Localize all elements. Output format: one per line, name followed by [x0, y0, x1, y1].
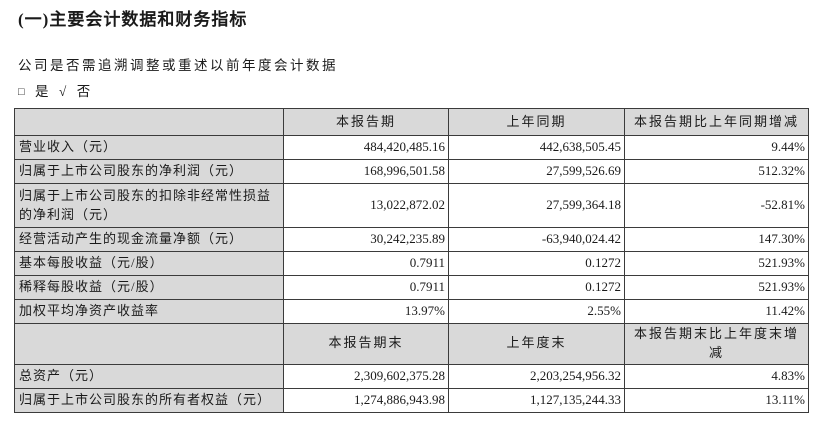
indicator-label-cell: 基本每股收益（元/股）: [14, 251, 284, 276]
header-period-change: 本报告期比上年同期增减: [624, 108, 809, 136]
section-title: (一)主要会计数据和财务指标: [18, 10, 248, 29]
table-row: 基本每股收益（元/股） 0.7911 0.1272 521.93%: [14, 251, 809, 276]
prior-period-cell: -63,940,024.42: [448, 227, 625, 252]
indicator-label-cell: 加权平均净资产收益率: [14, 299, 284, 324]
indicator-label-cell: 总资产（元）: [14, 363, 284, 389]
indicator-label-cell: 营业收入（元）: [14, 135, 284, 160]
table-row: 总资产（元） 2,309,602,375.28 2,203,254,956.32…: [14, 363, 809, 389]
header-empty-cell: [14, 323, 284, 365]
current-period-cell: 0.7911: [283, 275, 449, 300]
change-cell: 521.93%: [624, 251, 809, 276]
table-row: 归属于上市公司股东的扣除非经常性损益的净利润（元） 13,022,872.02 …: [14, 183, 809, 228]
change-cell: 13.11%: [624, 387, 809, 413]
change-cell: 521.93%: [624, 275, 809, 300]
prior-period-cell: 0.1272: [448, 275, 625, 300]
table-row: 归属于上市公司股东的所有者权益（元） 1,274,886,943.98 1,12…: [14, 387, 809, 413]
table-row: 稀释每股收益（元/股） 0.7911 0.1272 521.93%: [14, 275, 809, 300]
table-row: 经营活动产生的现金流量净额（元） 30,242,235.89 -63,940,0…: [14, 227, 809, 252]
check-icon: √: [58, 84, 67, 99]
no-label: 否: [76, 84, 91, 99]
prior-period-cell: 0.1272: [448, 251, 625, 276]
current-period-cell: 30,242,235.89: [283, 227, 449, 252]
change-cell: 512.32%: [624, 159, 809, 184]
current-period-cell: 484,420,485.16: [283, 135, 449, 160]
change-cell: -52.81%: [624, 183, 809, 228]
table-row: 营业收入（元） 484,420,485.16 442,638,505.45 9.…: [14, 135, 809, 160]
current-period-cell: 168,996,501.58: [283, 159, 449, 184]
change-cell: 4.83%: [624, 363, 809, 389]
current-period-cell: 0.7911: [283, 251, 449, 276]
prior-period-cell: 1,127,135,244.33: [448, 387, 625, 413]
restatement-question: 公司是否需追溯调整或重述以前年度会计数据: [18, 58, 338, 73]
header-current-period: 本报告期: [283, 108, 449, 136]
change-cell: 11.42%: [624, 299, 809, 324]
header-period-end-change: 本报告期末比上年度末增减: [624, 323, 809, 365]
period-header-row: 本报告期 上年同期 本报告期比上年同期增减: [14, 108, 809, 136]
prior-period-cell: 2,203,254,956.32: [448, 363, 625, 389]
period-end-header-row: 本报告期末 上年度末 本报告期末比上年度末增减: [14, 323, 809, 365]
current-period-cell: 13.97%: [283, 299, 449, 324]
indicator-label-cell: 归属于上市公司股东的所有者权益（元）: [14, 387, 284, 413]
change-cell: 147.30%: [624, 227, 809, 252]
current-period-cell: 2,309,602,375.28: [283, 363, 449, 389]
prior-period-cell: 2.55%: [448, 299, 625, 324]
header-current-period-end: 本报告期末: [283, 323, 449, 365]
yes-label: 是: [35, 84, 49, 99]
header-empty-cell: [14, 108, 284, 136]
indicator-label-cell: 归属于上市公司股东的扣除非经常性损益的净利润（元）: [14, 183, 284, 228]
change-cell: 9.44%: [624, 135, 809, 160]
indicator-label-cell: 归属于上市公司股东的净利润（元）: [14, 159, 284, 184]
restatement-answer: □ 是 √ 否: [18, 80, 808, 100]
financial-indicators-table: 本报告期 上年同期 本报告期比上年同期增减 营业收入（元） 484,420,48…: [14, 108, 809, 413]
table-row: 归属于上市公司股东的净利润（元） 168,996,501.58 27,599,5…: [14, 159, 809, 184]
prior-period-cell: 442,638,505.45: [448, 135, 625, 160]
indicator-label-cell: 稀释每股收益（元/股）: [14, 275, 284, 300]
indicator-label-cell: 经营活动产生的现金流量净额（元）: [14, 227, 284, 252]
current-period-cell: 1,274,886,943.98: [283, 387, 449, 413]
current-period-cell: 13,022,872.02: [283, 183, 449, 228]
table-row: 加权平均净资产收益率 13.97% 2.55% 11.42%: [14, 299, 809, 324]
prior-period-cell: 27,599,364.18: [448, 183, 625, 228]
prior-period-cell: 27,599,526.69: [448, 159, 625, 184]
header-prior-period: 上年同期: [448, 108, 625, 136]
header-prior-year-end: 上年度末: [448, 323, 625, 365]
checkbox-unchecked-icon: □: [18, 86, 25, 98]
